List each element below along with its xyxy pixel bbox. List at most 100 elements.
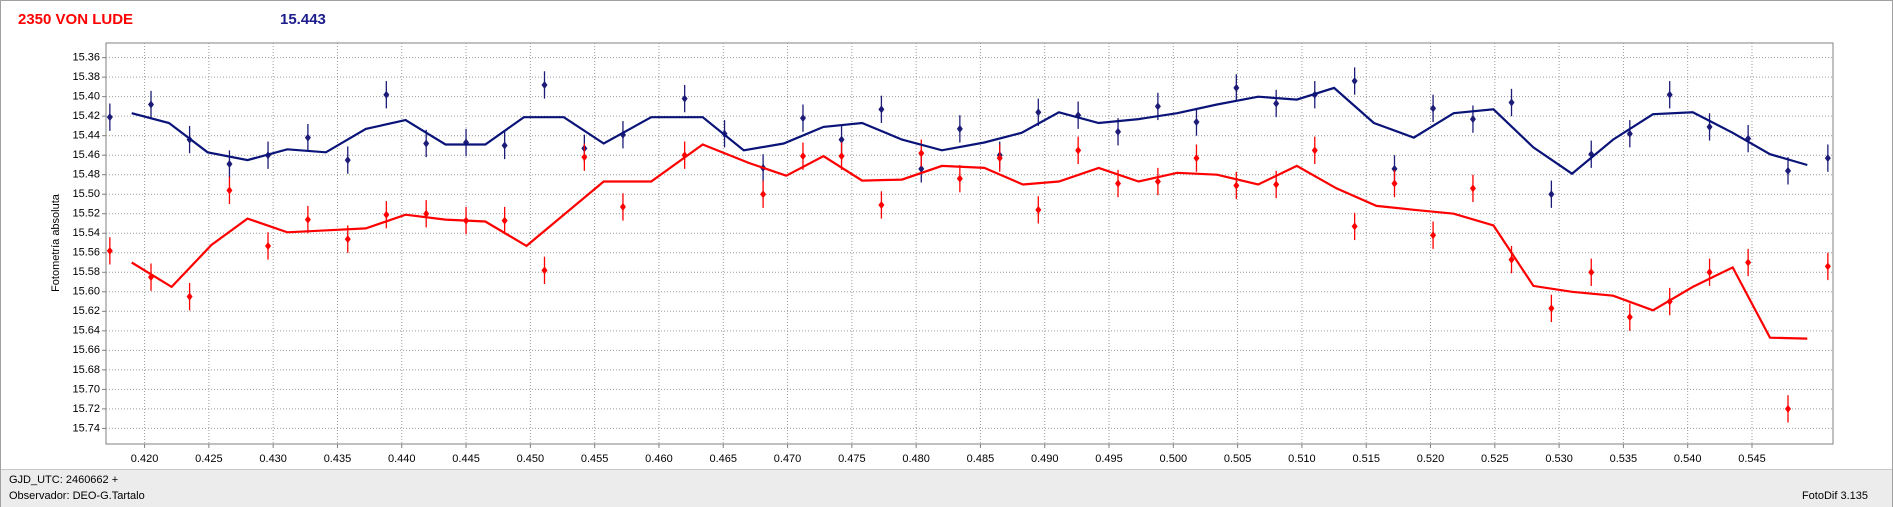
- data-point: [838, 135, 845, 144]
- data-point: [1824, 154, 1831, 163]
- series-line: [131, 86, 1808, 176]
- x-tick-label: 0.485: [967, 453, 995, 465]
- y-tick-label: 15.38: [72, 71, 100, 83]
- data-point: [838, 152, 845, 161]
- data-point: [1430, 231, 1437, 240]
- x-tick-label: 0.525: [1481, 453, 1509, 465]
- data-point: [1391, 164, 1398, 173]
- data-point: [1666, 90, 1673, 99]
- x-tick-label: 0.510: [1288, 453, 1316, 465]
- data-point: [1784, 404, 1791, 413]
- data-point: [1154, 102, 1161, 111]
- data-point: [760, 190, 767, 199]
- chart: 2350 VON LUDE 15.443 Fotometría absoluta…: [18, 11, 1834, 465]
- data-point: [1193, 118, 1200, 127]
- data-point: [423, 209, 430, 218]
- data-point: [918, 164, 925, 173]
- data-point: [1430, 104, 1437, 113]
- y-tick-label: 15.52: [72, 208, 100, 220]
- data-point: [581, 153, 588, 162]
- x-tick-label: 0.420: [131, 453, 159, 465]
- data-point: [1154, 177, 1161, 186]
- y-tick-label: 15.58: [72, 266, 100, 278]
- data-point: [541, 266, 548, 275]
- y-tick-label: 15.62: [72, 305, 100, 317]
- data-point: [1706, 122, 1713, 131]
- data-point: [344, 235, 351, 244]
- data-point: [1273, 180, 1280, 189]
- data-point: [1745, 258, 1752, 267]
- data-point: [1588, 268, 1595, 277]
- x-tick-label: 0.430: [259, 453, 287, 465]
- y-tick-label: 15.36: [72, 52, 100, 64]
- y-tick-label: 15.54: [72, 227, 100, 239]
- data-point: [956, 124, 963, 133]
- y-tick-label: 15.70: [72, 383, 100, 395]
- y-tick-label: 15.66: [72, 344, 100, 356]
- y-tick-label: 15.60: [72, 286, 100, 298]
- x-tick-label: 0.435: [324, 453, 352, 465]
- data-point: [1391, 179, 1398, 188]
- data-point: [799, 152, 806, 161]
- y-tick-label: 15.72: [72, 403, 100, 415]
- data-point: [501, 216, 508, 225]
- data-point: [541, 80, 548, 89]
- x-tick-label: 0.515: [1352, 453, 1380, 465]
- x-tick-label: 0.450: [517, 453, 545, 465]
- data-point: [1351, 77, 1358, 86]
- data-point: [423, 139, 430, 148]
- data-point: [1115, 179, 1122, 188]
- data-point: [1706, 268, 1713, 277]
- y-tick-label: 15.68: [72, 364, 100, 376]
- observer-label: Observador: DEO-G.Tartalo: [9, 490, 145, 502]
- y-tick-label: 15.56: [72, 247, 100, 259]
- data-point: [1273, 99, 1280, 108]
- y-tick-label: 15.44: [72, 130, 100, 142]
- y-tick-label: 15.74: [72, 422, 100, 434]
- data-point: [1115, 127, 1122, 136]
- data-point: [918, 149, 925, 158]
- x-tick-label: 0.445: [452, 453, 480, 465]
- data-point: [1311, 146, 1318, 155]
- x-tick-label: 0.470: [774, 453, 802, 465]
- software-label: FotoDif 3.135: [1801, 490, 1868, 502]
- data-point: [878, 105, 885, 114]
- data-point: [1469, 115, 1476, 124]
- data-point: [956, 174, 963, 183]
- y-tick-label: 15.42: [72, 110, 100, 122]
- x-tick-label: 0.465: [709, 453, 737, 465]
- y-tick-label: 15.46: [72, 149, 100, 161]
- x-tick-label: 0.500: [1160, 453, 1188, 465]
- x-tick-label: 0.425: [195, 453, 223, 465]
- x-tick-label: 0.495: [1095, 453, 1123, 465]
- x-tick-label: 0.545: [1738, 453, 1766, 465]
- data-point: [501, 141, 508, 150]
- data-point: [304, 215, 311, 224]
- data-point: [186, 292, 193, 301]
- x-tick-label: 0.490: [1031, 453, 1059, 465]
- data-point: [1508, 98, 1515, 107]
- x-tick-label: 0.480: [902, 453, 930, 465]
- x-tick-label: 0.520: [1417, 453, 1445, 465]
- data-point: [344, 156, 351, 165]
- x-tick-label: 0.475: [838, 453, 866, 465]
- data-point: [1035, 108, 1042, 117]
- x-tick-label: 0.535: [1610, 453, 1638, 465]
- data-point: [1626, 129, 1633, 138]
- x-tick-label: 0.440: [388, 453, 416, 465]
- data-point: [1548, 190, 1555, 199]
- data-point: [383, 210, 390, 219]
- y-tick-label: 15.48: [72, 169, 100, 181]
- data-point: [106, 246, 113, 255]
- x-tick-label: 0.530: [1545, 453, 1573, 465]
- x-tick-label: 0.540: [1674, 453, 1702, 465]
- gjd-label: GJD_UTC: 2460662 +: [9, 474, 119, 486]
- magnitude: 15.443: [280, 11, 326, 28]
- y-axis-label: Fotometría absoluta: [50, 193, 62, 292]
- data-point: [1233, 83, 1240, 92]
- data-point: [1626, 313, 1633, 322]
- data-point: [1784, 166, 1791, 175]
- data-point: [148, 100, 155, 109]
- data-point: [383, 90, 390, 99]
